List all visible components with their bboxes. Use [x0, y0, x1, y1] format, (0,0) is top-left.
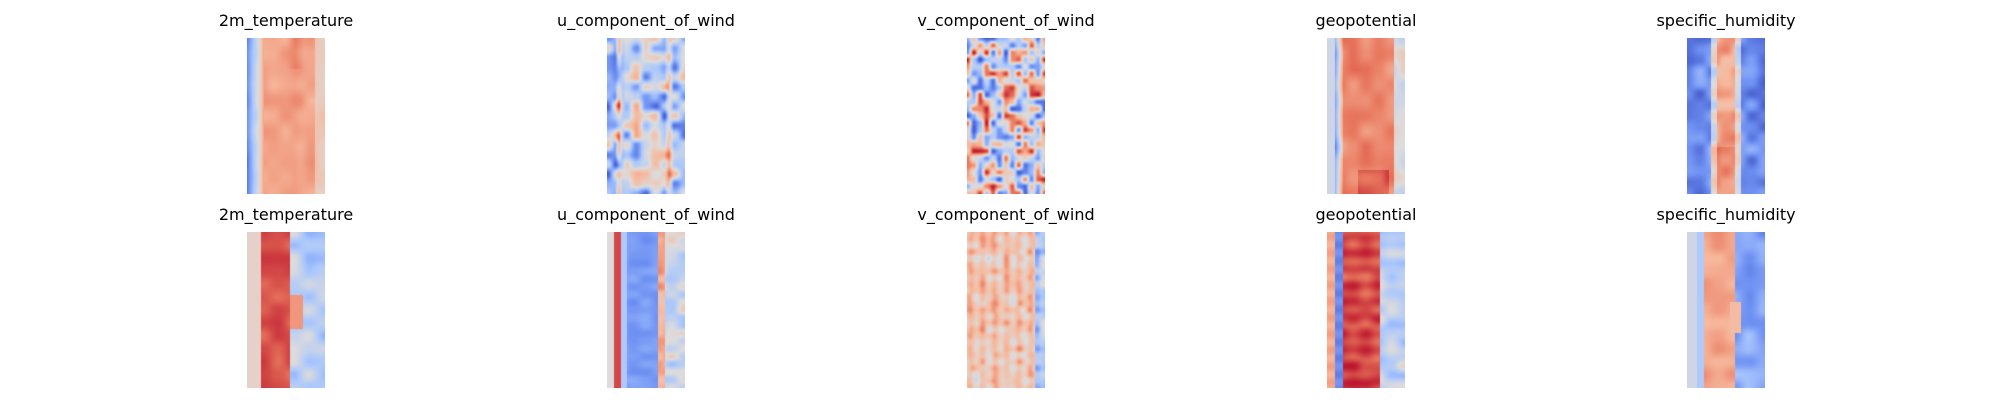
heatmap-2m-temperature-row2 [247, 232, 325, 388]
panel-title: geopotential [1315, 11, 1417, 30]
heatmap-v-component-of-wind-row2 [967, 232, 1045, 388]
heatmap-u-component-of-wind-row1 [607, 38, 685, 194]
heatmap-2m-temperature-row1 [247, 38, 325, 194]
panel-title: geopotential [1315, 205, 1417, 224]
heatmap-geopotential-row2 [1327, 232, 1405, 388]
panel-title: specific_humidity [1656, 11, 1796, 30]
panel-title: 2m_temperature [218, 11, 354, 30]
panel-title: v_component_of_wind [917, 11, 1095, 30]
heatmap-geopotential-row1 [1327, 38, 1405, 194]
panel-title: 2m_temperature [218, 205, 354, 224]
panel-title: u_component_of_wind [557, 205, 735, 224]
panel-title: v_component_of_wind [917, 205, 1095, 224]
panel-title: specific_humidity [1656, 205, 1796, 224]
heatmap-specific-humidity-row2 [1687, 232, 1765, 388]
panel-title: u_component_of_wind [557, 11, 735, 30]
heatmap-specific-humidity-row1 [1687, 38, 1765, 194]
heatmap-v-component-of-wind-row1 [967, 38, 1045, 194]
heatmap-u-component-of-wind-row2 [607, 232, 685, 388]
